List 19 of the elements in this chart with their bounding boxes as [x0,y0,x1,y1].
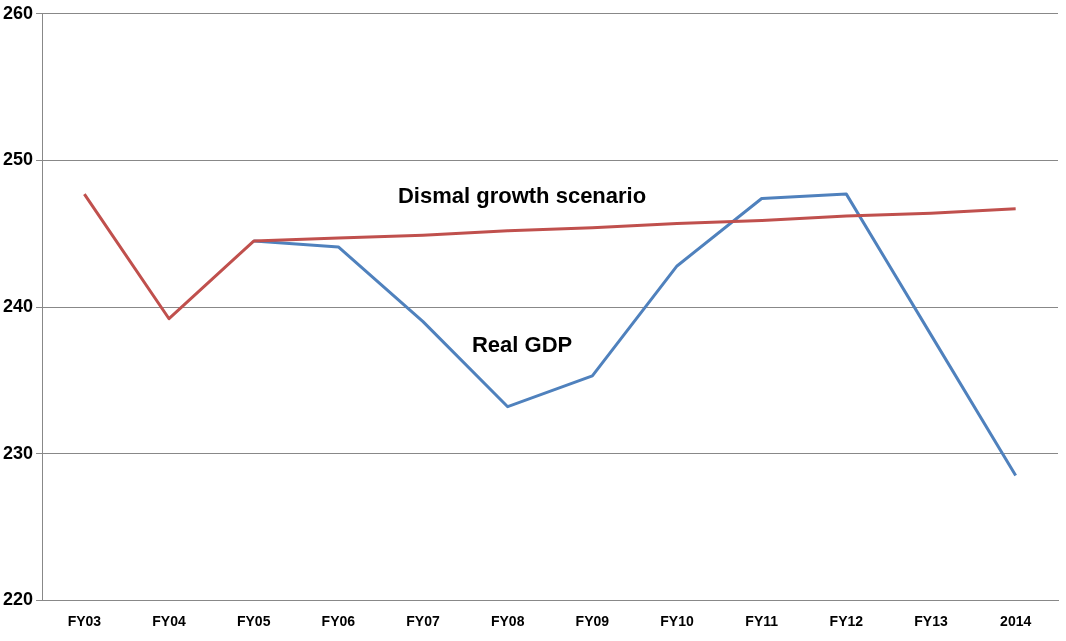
x-tick-label: FY07 [406,613,440,630]
series-label: Dismal growth scenario [397,183,647,209]
x-tick-label: FY08 [490,613,525,630]
y-tick-label: 240 [2,295,34,316]
x-tick-label: FY12 [829,613,864,630]
x-tick-label: FY10 [660,613,694,630]
x-tick-label: FY03 [67,613,102,630]
x-tick-label: FY09 [575,613,610,630]
y-tick-label: 250 [2,149,34,170]
y-tick-label: 220 [2,589,34,610]
x-tick-label: FY06 [321,613,356,630]
x-tick-label: FY05 [236,613,271,630]
y-tick-label: 260 [2,2,34,23]
x-tick-label: FY13 [914,613,948,630]
series-label: Real GDP [471,331,573,357]
x-tick-label: FY04 [152,613,186,630]
x-tick-label: FY11 [745,613,779,630]
x-tick-label: 2014 [1000,613,1032,630]
y-tick-label: 230 [2,442,34,463]
